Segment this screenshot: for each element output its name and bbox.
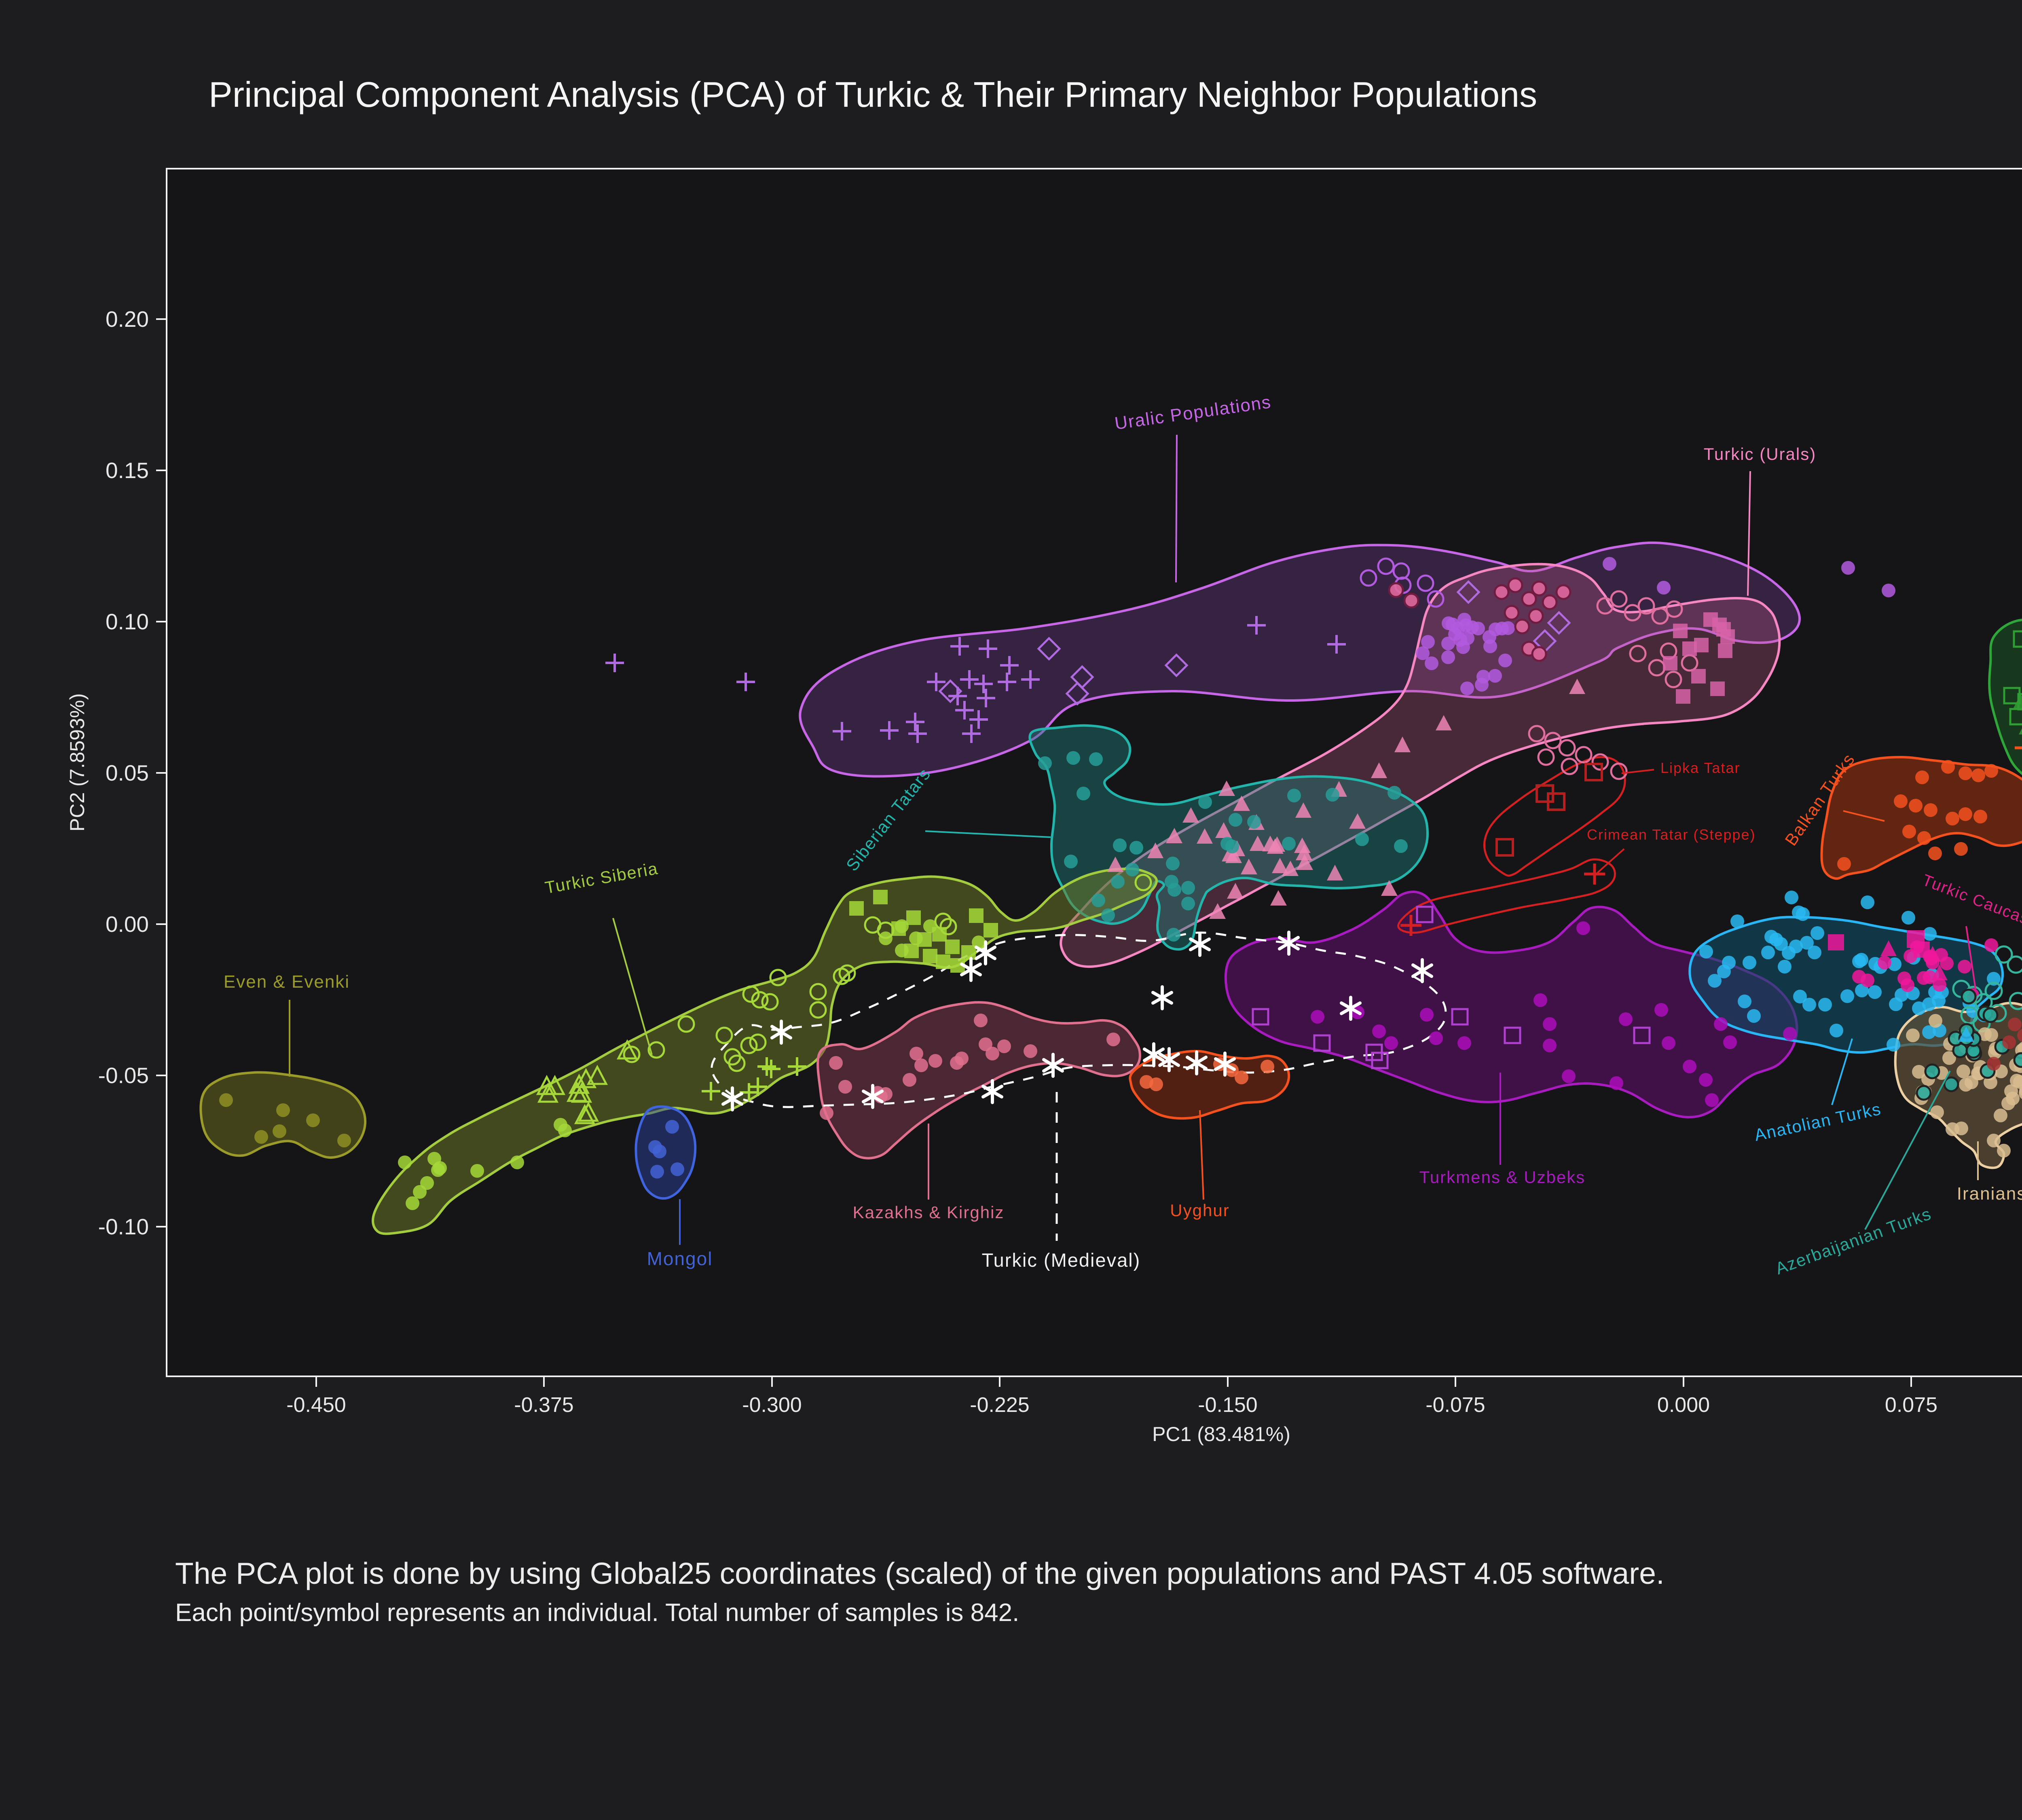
svg-text:-0.10: -0.10 [98, 1214, 149, 1239]
svg-text:0.00: 0.00 [106, 912, 149, 937]
svg-text:Each point/symbol represents a: Each point/symbol represents an individu… [175, 1599, 1019, 1627]
svg-text:-0.150: -0.150 [1198, 1393, 1257, 1417]
svg-text:Mongol: Mongol [647, 1248, 713, 1269]
svg-text:Crimean Tatar (Steppe): Crimean Tatar (Steppe) [1587, 826, 1756, 843]
svg-text:Turkic (Medieval): Turkic (Medieval) [982, 1249, 1141, 1271]
svg-text:-0.450: -0.450 [286, 1393, 346, 1417]
svg-text:PC2 (7.8593%): PC2 (7.8593%) [66, 693, 89, 832]
svg-text:Turkic (Urals): Turkic (Urals) [1704, 444, 1816, 463]
svg-text:0.05: 0.05 [106, 760, 149, 785]
svg-text:0.000: 0.000 [1657, 1393, 1710, 1417]
svg-text:Kazakhs & Kirghiz: Kazakhs & Kirghiz [853, 1203, 1005, 1222]
svg-text:-0.300: -0.300 [742, 1393, 802, 1417]
svg-text:-0.075: -0.075 [1426, 1393, 1485, 1417]
svg-text:Turkmens & Uzbeks: Turkmens & Uzbeks [1419, 1168, 1586, 1187]
svg-text:Lipka Tatar: Lipka Tatar [1660, 760, 1740, 776]
svg-text:0.15: 0.15 [106, 458, 149, 483]
svg-text:Principal Component Analysis (: Principal Component Analysis (PCA) of Tu… [209, 74, 1537, 114]
svg-text:-0.375: -0.375 [514, 1393, 573, 1417]
svg-text:Iranians: Iranians [1957, 1184, 2022, 1204]
svg-text:-0.225: -0.225 [970, 1393, 1029, 1417]
svg-text:Even & Evenki: Even & Evenki [224, 972, 350, 992]
svg-text:0.10: 0.10 [106, 609, 149, 634]
svg-text:0.20: 0.20 [106, 307, 149, 332]
svg-text:0.075: 0.075 [1885, 1393, 1937, 1417]
svg-text:The PCA plot is done by using: The PCA plot is done by using Global25 c… [175, 1556, 1665, 1590]
svg-text:-0.05: -0.05 [98, 1063, 149, 1088]
svg-text:PC1 (83.481%): PC1 (83.481%) [1152, 1423, 1290, 1445]
svg-text:Uyghur: Uyghur [1170, 1201, 1229, 1220]
